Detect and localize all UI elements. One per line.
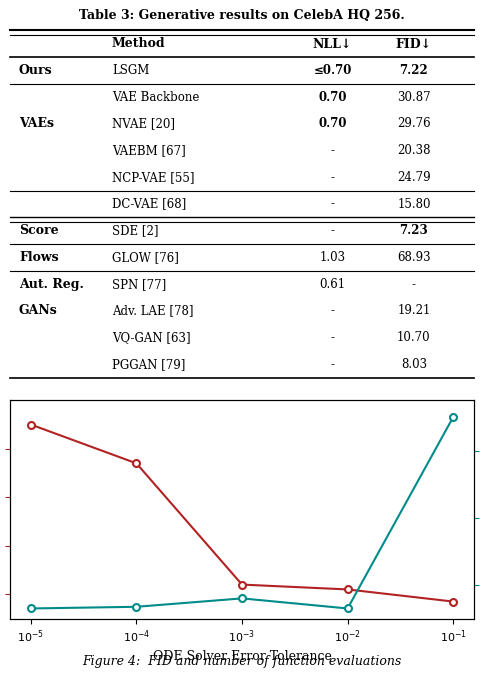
- X-axis label: ODE Solver Error Tolerance: ODE Solver Error Tolerance: [152, 650, 332, 663]
- Text: 7.23: 7.23: [399, 224, 428, 237]
- Text: -: -: [412, 278, 416, 291]
- Text: 29.76: 29.76: [397, 118, 431, 130]
- Text: 0.70: 0.70: [318, 91, 347, 103]
- Text: Table 3: Generative results on CelebA HQ 256.: Table 3: Generative results on CelebA HQ…: [79, 9, 405, 22]
- Text: 8.03: 8.03: [401, 358, 427, 371]
- Text: GLOW [76]: GLOW [76]: [112, 251, 179, 264]
- Text: PGGAN [79]: PGGAN [79]: [112, 358, 185, 371]
- Text: SPN [77]: SPN [77]: [112, 278, 166, 291]
- Text: 1.03: 1.03: [319, 251, 346, 264]
- Text: NLL↓: NLL↓: [313, 37, 352, 50]
- Text: DC-VAE [68]: DC-VAE [68]: [112, 197, 186, 210]
- Text: 7.22: 7.22: [399, 64, 428, 77]
- Text: 10.70: 10.70: [397, 331, 431, 344]
- Text: 30.87: 30.87: [397, 91, 431, 103]
- Text: -: -: [331, 144, 334, 157]
- Text: ≤0.70: ≤0.70: [314, 64, 352, 77]
- Text: NVAE [20]: NVAE [20]: [112, 118, 175, 130]
- Text: -: -: [331, 224, 334, 237]
- Text: -: -: [331, 197, 334, 210]
- Text: Adv. LAE [78]: Adv. LAE [78]: [112, 304, 194, 317]
- Text: Ours: Ours: [19, 64, 53, 77]
- Text: FID↓: FID↓: [396, 37, 432, 50]
- Text: VQ-GAN [63]: VQ-GAN [63]: [112, 331, 191, 344]
- Text: VAEBM [67]: VAEBM [67]: [112, 144, 186, 157]
- Text: SDE [2]: SDE [2]: [112, 224, 158, 237]
- Text: 20.38: 20.38: [397, 144, 431, 157]
- Text: Figure 4:  FID and number of function evaluations: Figure 4: FID and number of function eva…: [82, 655, 402, 668]
- Text: Flows: Flows: [19, 251, 59, 264]
- Text: VAEs: VAEs: [19, 118, 54, 130]
- Text: NCP-VAE [55]: NCP-VAE [55]: [112, 171, 195, 184]
- Text: GANs: GANs: [19, 304, 58, 317]
- Text: -: -: [331, 171, 334, 184]
- Text: 19.21: 19.21: [397, 304, 431, 317]
- Text: -: -: [331, 331, 334, 344]
- Text: Method: Method: [112, 37, 166, 50]
- Text: Aut. Reg.: Aut. Reg.: [19, 278, 84, 291]
- Text: 0.70: 0.70: [318, 118, 347, 130]
- Text: -: -: [331, 358, 334, 371]
- Text: 24.79: 24.79: [397, 171, 431, 184]
- Text: 0.61: 0.61: [319, 278, 346, 291]
- Text: Score: Score: [19, 224, 59, 237]
- Text: VAE Backbone: VAE Backbone: [112, 91, 199, 103]
- Text: 15.80: 15.80: [397, 197, 431, 210]
- Text: -: -: [331, 304, 334, 317]
- Text: 68.93: 68.93: [397, 251, 431, 264]
- Text: LSGM: LSGM: [112, 64, 149, 77]
